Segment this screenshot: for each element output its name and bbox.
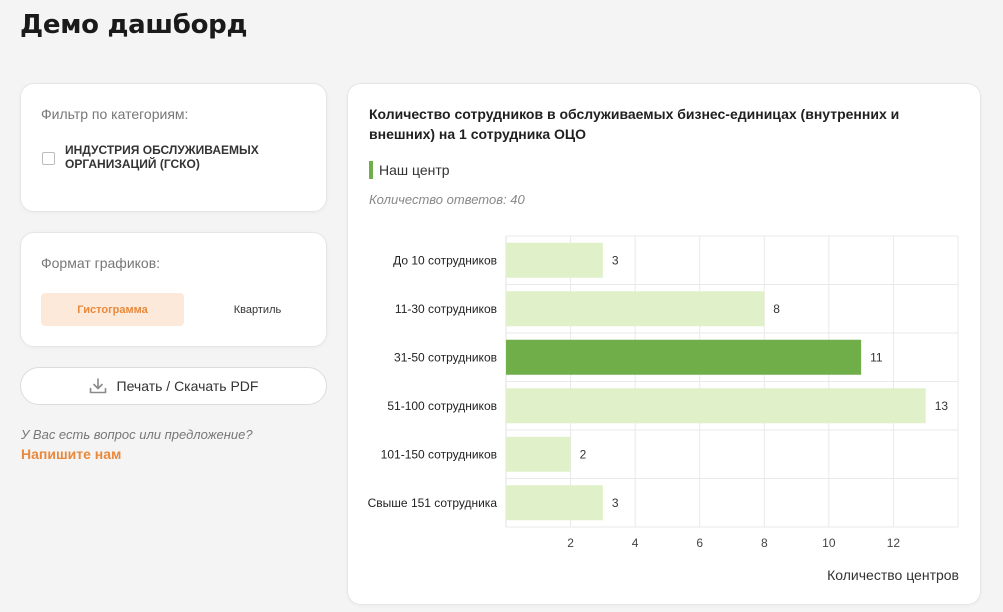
category-checkbox-label[interactable]: ИНДУСТРИЯ ОБСЛУЖИВАЕМЫХ ОРГАНИЗАЦИЙ (ГСК… <box>65 143 259 171</box>
chart-title: Количество сотрудников в обслуживаемых б… <box>369 106 900 142</box>
bar <box>506 436 571 472</box>
legend-label: Наш центр <box>379 162 450 178</box>
print-download-button[interactable]: Печать / Скачать PDF <box>20 367 327 405</box>
bar <box>506 388 926 424</box>
value-label: 11 <box>870 350 883 364</box>
bar-chart: До 10 сотрудников 3 11-30 сотрудников 8 31-5… <box>368 235 959 550</box>
category-label: 101-150 сотрудников <box>381 447 497 461</box>
x-tick-label: 8 <box>761 536 768 550</box>
format-label: Формат графиков: <box>41 255 161 271</box>
answers-count: Количество ответов: 40 <box>369 192 525 207</box>
category-label: 51-100 сотрудников <box>387 399 497 413</box>
bar <box>506 485 603 521</box>
print-button-label: Печать / Скачать PDF <box>116 378 259 394</box>
bar <box>506 339 862 375</box>
bar <box>506 291 765 327</box>
value-label: 8 <box>773 302 780 316</box>
value-label: 3 <box>612 253 619 267</box>
contact-us-link[interactable]: Напишите нам <box>21 446 122 462</box>
category-label: До 10 сотрудников <box>393 253 497 267</box>
legend-swatch <box>369 161 373 179</box>
feedback-question: У Вас есть вопрос или предложение? <box>21 427 253 442</box>
filter-label: Фильтр по категориям: <box>41 106 189 122</box>
category-label: 11-30 сотрудников <box>395 302 497 316</box>
category-checkbox[interactable] <box>42 152 55 165</box>
download-icon <box>89 378 107 394</box>
value-label: 3 <box>612 496 619 510</box>
category-label: Свыше 151 сотрудника <box>368 496 498 510</box>
x-tick-label: 2 <box>567 536 574 550</box>
chart-legend: Наш центр <box>369 161 450 179</box>
x-tick-label: 12 <box>887 536 901 550</box>
quartile-button[interactable]: Квартиль <box>233 303 282 316</box>
x-axis-label: Количество центров <box>827 567 959 583</box>
format-card: Формат графиков: Гистограмма Квартиль <box>20 232 327 347</box>
histogram-button[interactable]: Гистограмма <box>41 293 184 326</box>
x-tick-label: 10 <box>822 536 836 550</box>
category-label: 31-50 сотрудников <box>394 350 497 364</box>
value-label: 2 <box>580 447 587 461</box>
x-tick-label: 6 <box>696 536 703 550</box>
page-title: Демо дашборд <box>20 10 248 40</box>
x-tick-label: 4 <box>632 536 639 550</box>
chart-card: Количество сотрудников в обслуживаемых б… <box>347 83 981 605</box>
filter-card: Фильтр по категориям: ИНДУСТРИЯ ОБСЛУЖИВ… <box>20 83 327 212</box>
bar <box>506 242 603 278</box>
value-label: 13 <box>935 399 949 413</box>
